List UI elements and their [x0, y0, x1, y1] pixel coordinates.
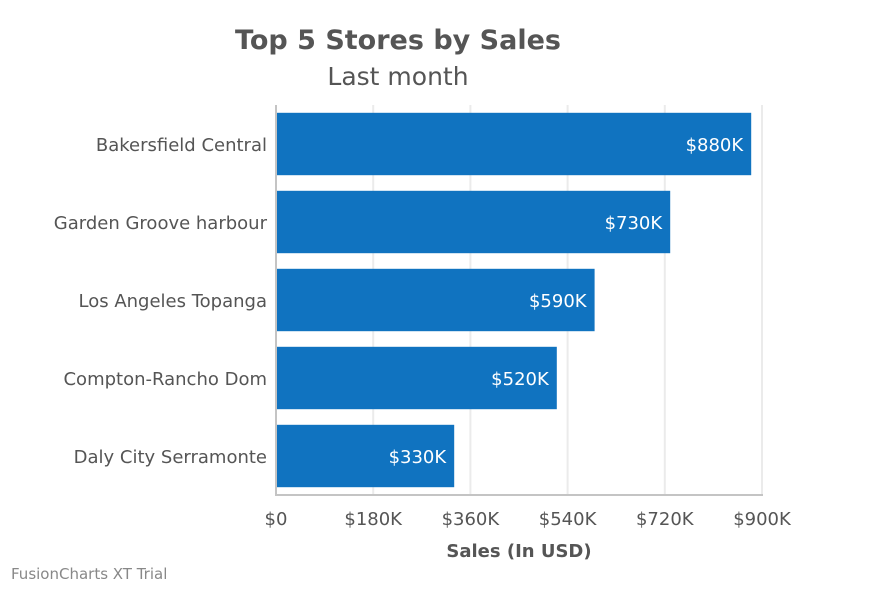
bar[interactable] [276, 424, 455, 488]
x-tick-label: $360K [442, 509, 501, 530]
category-label: Los Angeles Topanga [79, 291, 268, 312]
x-tick-label: $900K [733, 509, 792, 530]
x-tick-label: $0 [265, 509, 288, 530]
chart-subtitle: Last month [327, 62, 468, 91]
bar[interactable] [276, 346, 557, 410]
bar-value-label: $330K [389, 447, 448, 468]
bars: $880K $730K $590K $520K $330K [276, 112, 752, 488]
bar[interactable] [276, 268, 595, 332]
chart-title: Top 5 Stores by Sales [235, 25, 561, 56]
x-tick-label: $720K [636, 509, 695, 530]
x-tick-label: $180K [344, 509, 403, 530]
trial-credit: FusionCharts XT Trial [11, 565, 167, 583]
bar-value-label: $590K [529, 291, 588, 312]
bar-value-label: $880K [686, 135, 745, 156]
x-tick-labels: $0 $180K $360K $540K $720K $900K [265, 509, 792, 530]
bar[interactable] [276, 112, 752, 176]
x-axis-title: Sales (In USD) [446, 541, 591, 562]
x-tick-label: $540K [539, 509, 598, 530]
category-label: Garden Groove harbour [54, 213, 268, 234]
category-label: Compton-Rancho Dom [63, 369, 267, 390]
bar[interactable] [276, 190, 671, 254]
bar-value-label: $730K [605, 213, 664, 234]
category-label: Daly City Serramonte [74, 447, 267, 468]
category-label: Bakersfield Central [96, 135, 267, 156]
category-labels: Bakersfield Central Garden Groove harbour… [54, 135, 268, 468]
bar-value-label: $520K [491, 369, 550, 390]
